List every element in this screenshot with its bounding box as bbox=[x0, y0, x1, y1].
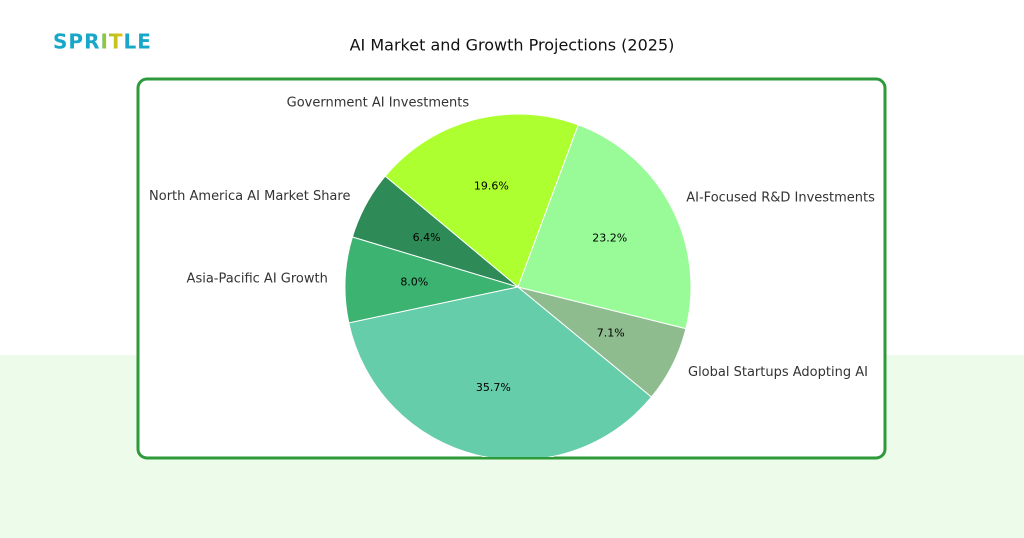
slice-label: Global Startups Adopting AI bbox=[688, 365, 868, 380]
slice-label: Asia-Pacific AI Growth bbox=[187, 272, 328, 287]
percent-label: 19.6% bbox=[474, 180, 509, 193]
percent-label: 23.2% bbox=[592, 232, 627, 245]
pie-slice bbox=[384, 113, 579, 288]
slice-label: North America AI Market Share bbox=[149, 189, 350, 204]
percent-label: 35.7% bbox=[476, 381, 511, 394]
pie-slice bbox=[517, 124, 692, 330]
slice-label: Government AI Investments bbox=[287, 96, 470, 111]
slice-label: AI-Focused R&D Investments bbox=[686, 191, 875, 206]
logo: SPRITLE bbox=[53, 30, 152, 54]
pie: 19.6% Government AI Investments 6.4% North … bbox=[149, 96, 875, 457]
percent-label: 7.1% bbox=[597, 327, 625, 340]
chart-title: AI Market and Growth Projections (2025) bbox=[350, 36, 675, 55]
pie-slice bbox=[348, 286, 653, 457]
percent-label: 6.4% bbox=[413, 231, 441, 244]
percent-label: 8.0% bbox=[400, 276, 428, 289]
